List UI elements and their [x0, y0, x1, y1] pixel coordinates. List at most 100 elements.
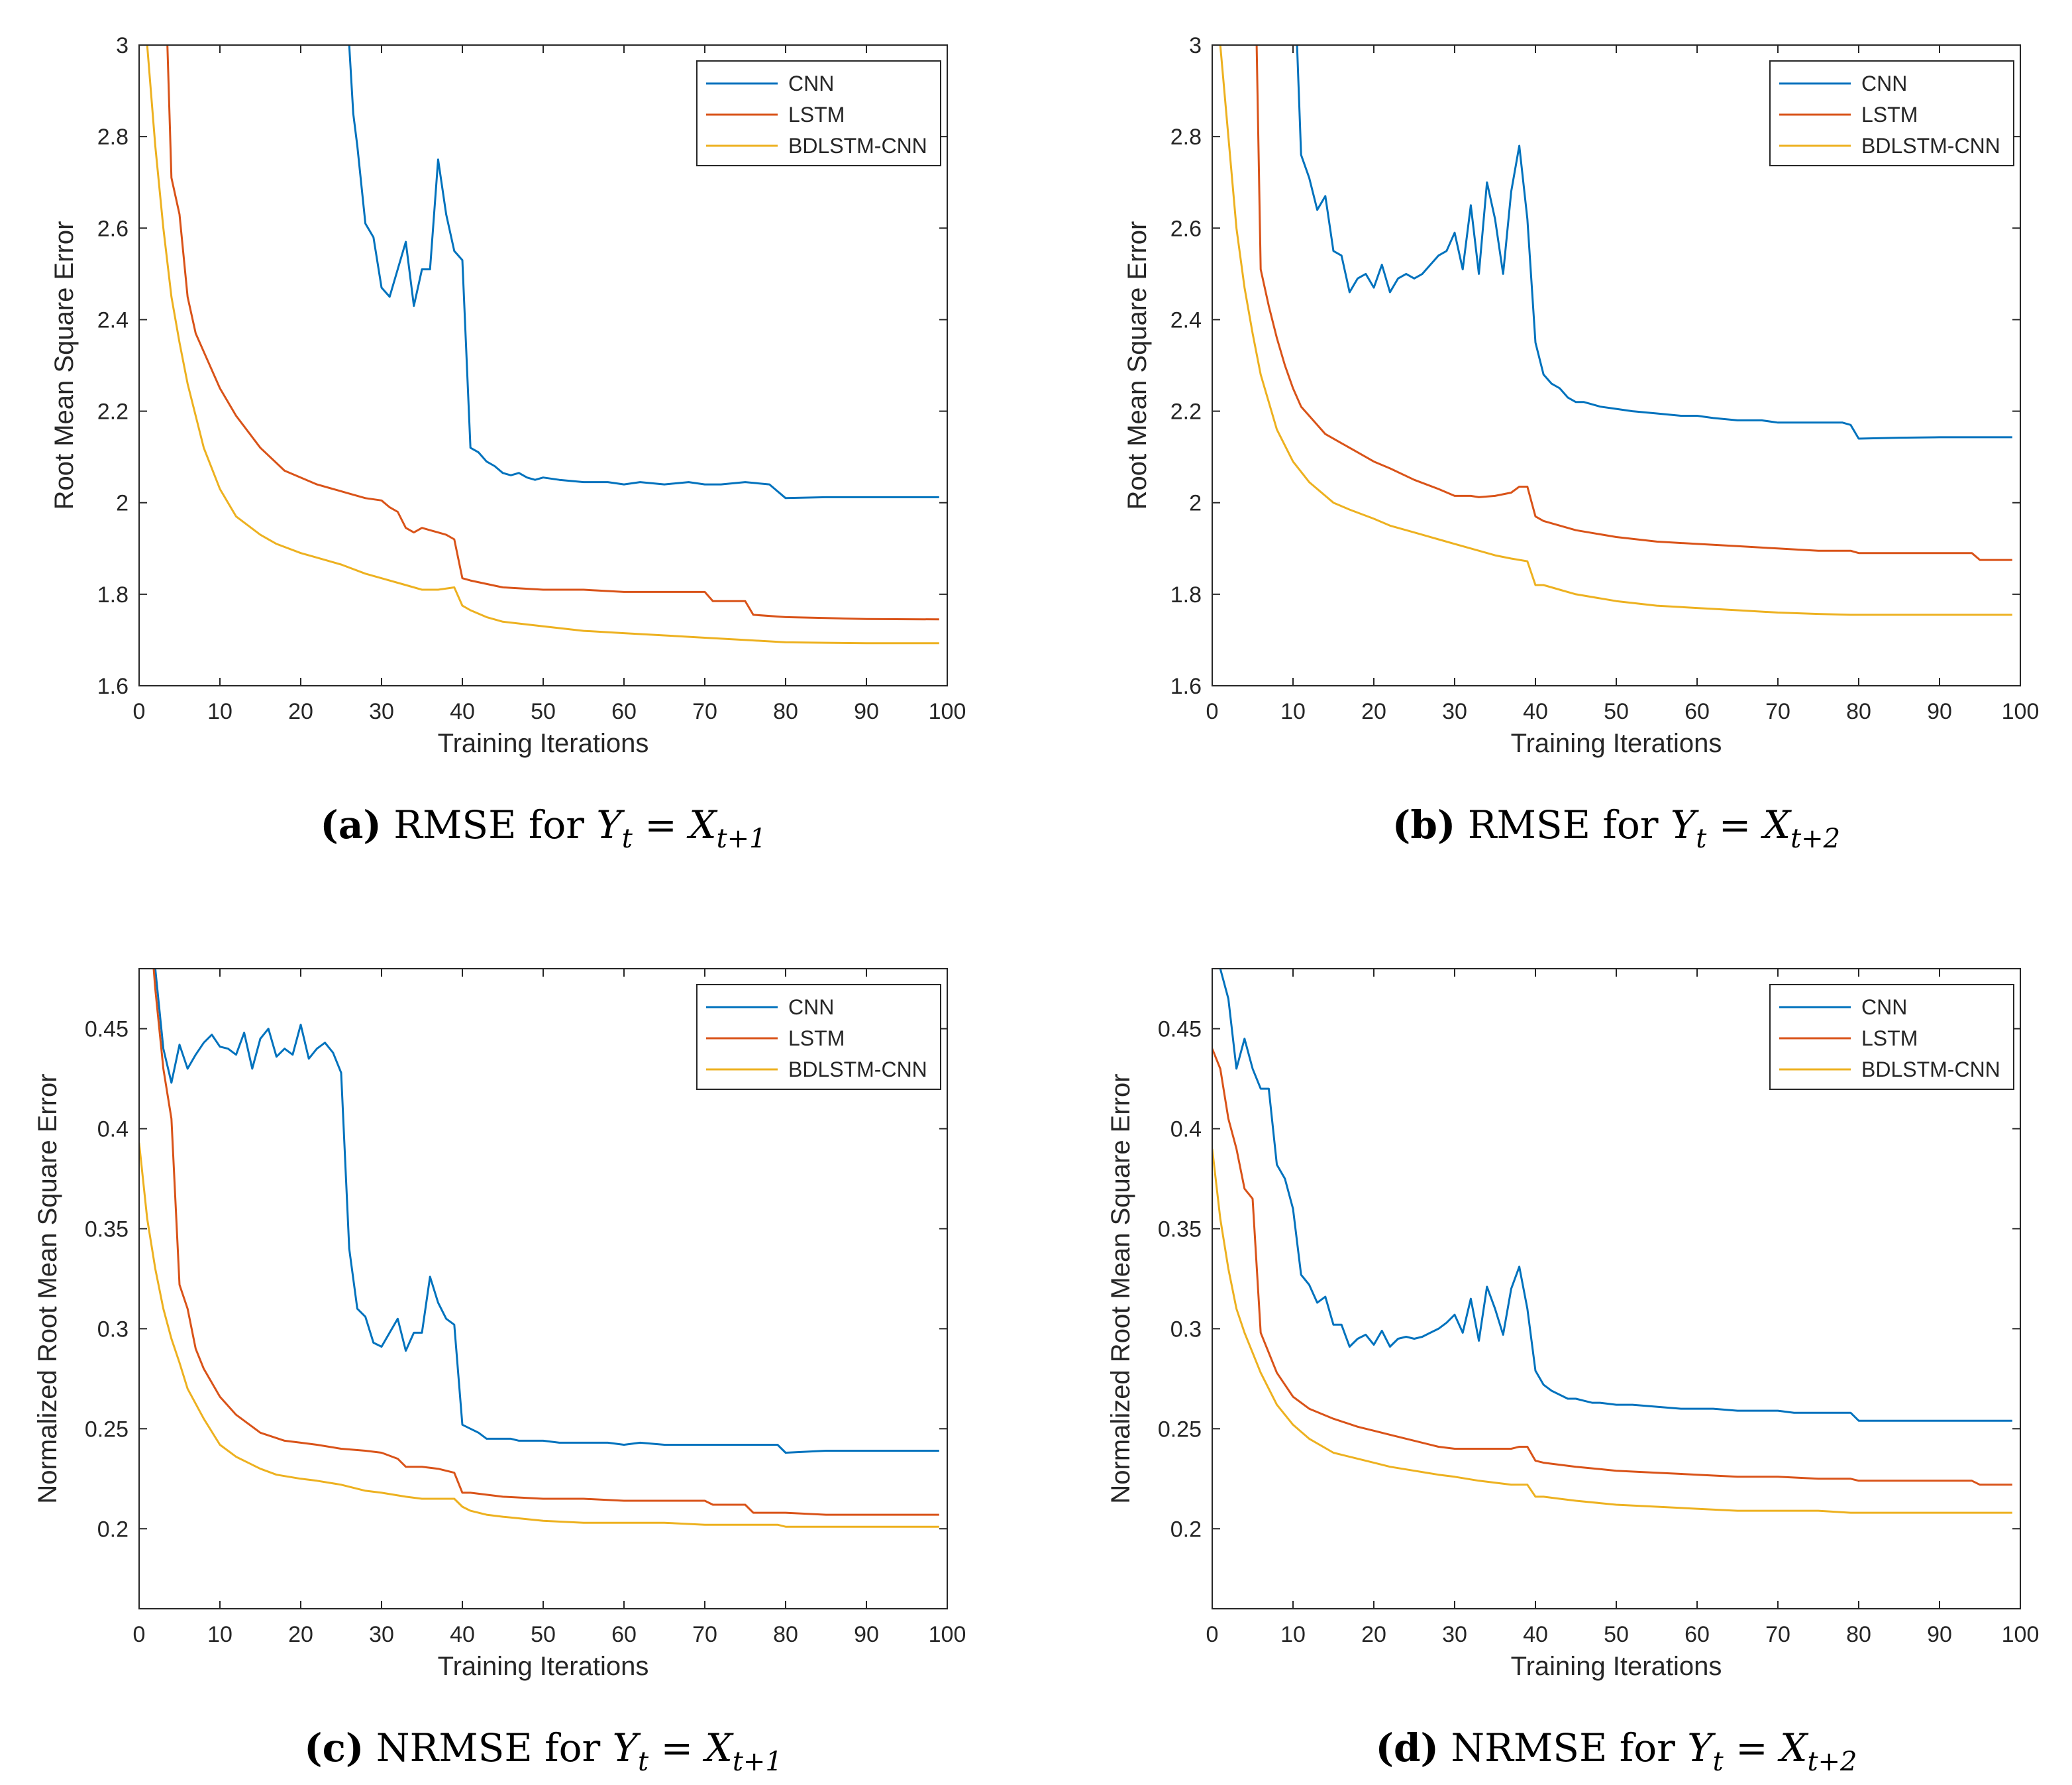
caption-equals: =: [1724, 1725, 1780, 1770]
caption-var: Y: [1687, 1725, 1716, 1770]
caption-var: Y: [613, 1725, 641, 1770]
y-tick-label: 3: [116, 33, 129, 58]
caption-sub: t: [1713, 1747, 1724, 1777]
series-line-lstm: [166, 45, 939, 621]
y-tick-label: 0.2: [1170, 1517, 1202, 1542]
y-tick-label: 2.2: [97, 400, 129, 425]
x-tick-label: 90: [854, 1622, 879, 1647]
y-tick-label: 0.3: [1170, 1317, 1202, 1342]
legend: CNN LSTM BDLSTM-CNN: [696, 984, 941, 1090]
y-tick-label: 0.45: [1158, 1017, 1202, 1042]
y-tick-label: 0.35: [85, 1217, 129, 1242]
legend-box: [696, 984, 941, 1090]
x-tick-label: 50: [1604, 699, 1629, 724]
legend-entry: CNN: [1861, 995, 1907, 1019]
chart-2: 0 10 20 30 40 50 60 70 80 90 100 1.6 1.8 2 2.2 2.4 2.6 2.…: [1123, 33, 2039, 854]
chart-1: 0 10 20 30 40 50 60 70 80 90 100 1.6 1.8 2 2.2 2.4 2.6 2.…: [50, 33, 966, 854]
x-tick-label: 100: [929, 1622, 966, 1647]
caption-var: X: [1761, 802, 1792, 847]
legend-box: [1769, 984, 2014, 1090]
y-tick-label: 2.2: [1170, 400, 1202, 425]
y-tick-label: 0.25: [85, 1417, 129, 1442]
y-tick-label: 0.25: [1158, 1417, 1202, 1442]
caption-equals: =: [633, 802, 689, 847]
x-tick-label: 100: [929, 699, 966, 724]
x-tick-label: 40: [1523, 699, 1548, 724]
caption-var: X: [1777, 1725, 1809, 1770]
x-tick-label: 80: [1846, 1622, 1871, 1647]
legend-box: [696, 60, 941, 166]
x-tick-label: 40: [450, 1622, 475, 1647]
x-tick-label: 60: [611, 1622, 637, 1647]
y-tick-label: 2.4: [97, 307, 129, 333]
series-line-lstm: [152, 969, 939, 1516]
x-tick-label: 70: [1765, 1622, 1790, 1647]
y-tick-label: 2.8: [97, 125, 129, 150]
legend-entry: LSTM: [1861, 1026, 1918, 1050]
y-tick-label: 2.6: [97, 216, 129, 241]
caption-label: (d): [1376, 1725, 1439, 1770]
x-tick-label: 90: [1927, 1622, 1952, 1647]
caption-sub: t: [638, 1747, 649, 1777]
panel-caption: (d) NRMSE for Yt = Xt+2: [1376, 1725, 1857, 1777]
y-tick-label: 0.35: [1158, 1217, 1202, 1242]
x-tick-label: 90: [1927, 699, 1952, 724]
x-tick-label: 80: [773, 699, 798, 724]
legend-entry: BDLSTM-CNN: [788, 134, 927, 158]
x-tick-label: 30: [1442, 1622, 1467, 1647]
caption-sub: t: [1696, 824, 1707, 854]
y-tick-label: 1.6: [1170, 674, 1202, 699]
x-tick-label: 20: [288, 699, 313, 724]
caption-equals: =: [648, 1725, 705, 1770]
y-tick-label: 2: [1189, 491, 1202, 516]
panel-caption: (a) RMSE for Yt = Xt+1: [320, 802, 766, 854]
series-line-cnn: [348, 45, 939, 500]
caption-sub: t+2: [1807, 1747, 1857, 1777]
legend-entry: CNN: [1861, 72, 1907, 95]
caption-label: (c): [304, 1725, 364, 1770]
x-tick-label: 60: [1684, 699, 1710, 724]
series-line-lstm: [1255, 45, 2012, 561]
y-tick-label: 0.2: [97, 1517, 129, 1542]
caption-var: Y: [596, 802, 625, 847]
caption-var: X: [686, 802, 718, 847]
x-tick-label: 80: [1846, 699, 1871, 724]
caption-sub: t+1: [733, 1747, 782, 1777]
x-tick-label: 70: [1765, 699, 1790, 724]
caption-equals: =: [1706, 802, 1763, 847]
x-tick-label: 80: [773, 1622, 798, 1647]
legend-entry: CNN: [788, 995, 834, 1019]
x-tick-label: 30: [1442, 699, 1467, 724]
legend-entry: LSTM: [788, 1026, 845, 1050]
x-axis-label: Training Iterations: [1511, 1652, 1722, 1681]
y-tick-label: 1.8: [1170, 582, 1202, 608]
caption-var: Y: [1671, 802, 1699, 847]
caption-text: RMSE for: [382, 802, 597, 847]
caption-text: RMSE for: [1455, 802, 1671, 847]
y-axis-label: Normalized Root Mean Square Error: [33, 1073, 62, 1503]
y-axis-label: Normalized Root Mean Square Error: [1106, 1073, 1135, 1503]
x-tick-label: 0: [1206, 699, 1219, 724]
x-tick-label: 50: [531, 699, 556, 724]
x-tick-label: 20: [288, 1622, 313, 1647]
y-axis-label: Root Mean Square Error: [50, 221, 79, 510]
caption-sub: t+2: [1790, 824, 1840, 854]
x-tick-label: 70: [692, 1622, 717, 1647]
x-tick-label: 30: [369, 1622, 394, 1647]
x-tick-label: 40: [450, 699, 475, 724]
x-axis-label: Training Iterations: [1511, 729, 1722, 758]
x-axis-label: Training Iterations: [438, 729, 649, 758]
legend: CNN LSTM BDLSTM-CNN: [1769, 984, 2014, 1090]
legend: CNN LSTM BDLSTM-CNN: [696, 60, 941, 166]
x-tick-label: 0: [133, 1622, 146, 1647]
x-tick-label: 50: [531, 1622, 556, 1647]
chart-4: 0 10 20 30 40 50 60 70 80 90 100 0.2 0.25 0.3 0.35 0.4 0…: [1106, 968, 2039, 1777]
series-line-bdlstm-cnn: [146, 45, 939, 645]
x-tick-label: 70: [692, 699, 717, 724]
series-line-bdlstm-cnn: [139, 1142, 939, 1528]
y-tick-label: 1.8: [97, 582, 129, 608]
series-line-bdlstm-cnn: [1219, 45, 2012, 616]
y-tick-label: 2: [116, 491, 129, 516]
legend-entry: BDLSTM-CNN: [788, 1057, 927, 1081]
